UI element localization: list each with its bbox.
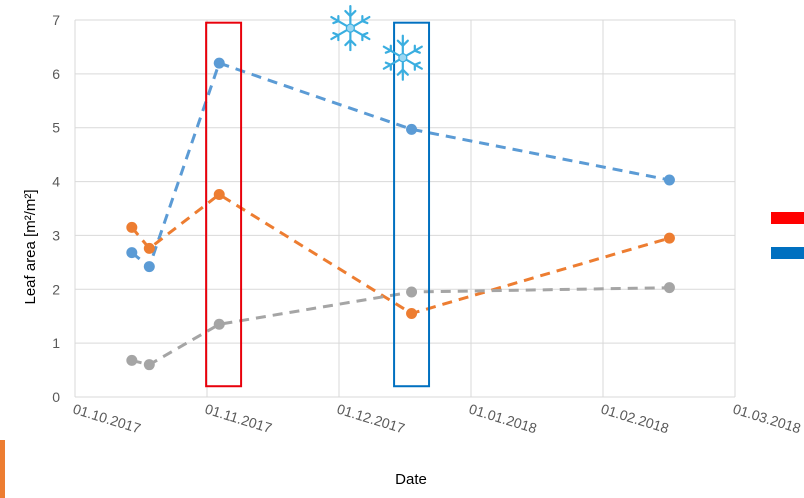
x-tick-label: 01.02.2018 bbox=[599, 401, 671, 437]
data-point bbox=[143, 261, 155, 273]
y-tick-label: 7 bbox=[52, 12, 60, 28]
highlight-box bbox=[393, 21, 431, 388]
left-edge-bar bbox=[0, 440, 5, 498]
data-point bbox=[143, 242, 155, 254]
x-tick-label: 01.01.2018 bbox=[467, 401, 539, 437]
y-tick-label: 1 bbox=[52, 335, 60, 351]
axes: Leaf area [m²/m²] Date 0 1 2 3 4 5 6 7 01.10.201… bbox=[22, 12, 803, 488]
highlight-box bbox=[205, 21, 243, 388]
x-tick-label: 01.12.2017 bbox=[335, 401, 407, 437]
data-point bbox=[126, 247, 138, 259]
side-marker bbox=[771, 247, 804, 259]
data-point bbox=[663, 174, 675, 186]
snowflake-icon bbox=[382, 34, 423, 81]
y-tick-label: 5 bbox=[52, 120, 60, 136]
x-tick-label: 01.10.2017 bbox=[71, 401, 143, 437]
y-tick-label: 4 bbox=[52, 174, 60, 190]
series-3 bbox=[126, 282, 675, 371]
series-1 bbox=[126, 57, 675, 273]
data-point bbox=[143, 359, 155, 371]
side-markers bbox=[771, 212, 804, 259]
data-point bbox=[406, 308, 418, 320]
data-point bbox=[213, 318, 225, 330]
data-point bbox=[213, 57, 225, 69]
x-axis-label: Date bbox=[395, 471, 427, 488]
data-point bbox=[126, 354, 138, 366]
y-tick-label: 6 bbox=[52, 66, 60, 82]
side-marker bbox=[771, 212, 804, 224]
annotations bbox=[330, 4, 423, 81]
y-tick-label: 2 bbox=[52, 281, 60, 297]
series-lines bbox=[126, 57, 675, 371]
series-line bbox=[131, 286, 670, 367]
series-line bbox=[130, 61, 670, 270]
y-axis-label: Leaf area [m²/m²] bbox=[22, 189, 39, 304]
snowflake-icon bbox=[330, 4, 371, 52]
data-point bbox=[663, 232, 675, 244]
data-point bbox=[213, 188, 225, 200]
x-tick-label: 01.11.2017 bbox=[203, 401, 274, 437]
y-tick-label: 0 bbox=[52, 389, 60, 405]
data-point bbox=[406, 123, 418, 135]
data-point bbox=[663, 282, 675, 294]
series-2 bbox=[126, 188, 675, 320]
x-tick-label: 01.03.2018 bbox=[731, 401, 803, 437]
gridlines bbox=[74, 19, 736, 398]
highlight-boxes bbox=[205, 21, 431, 388]
y-tick-label: 3 bbox=[52, 227, 60, 243]
data-point bbox=[126, 221, 138, 233]
data-point bbox=[406, 286, 418, 298]
series-line bbox=[130, 192, 670, 316]
